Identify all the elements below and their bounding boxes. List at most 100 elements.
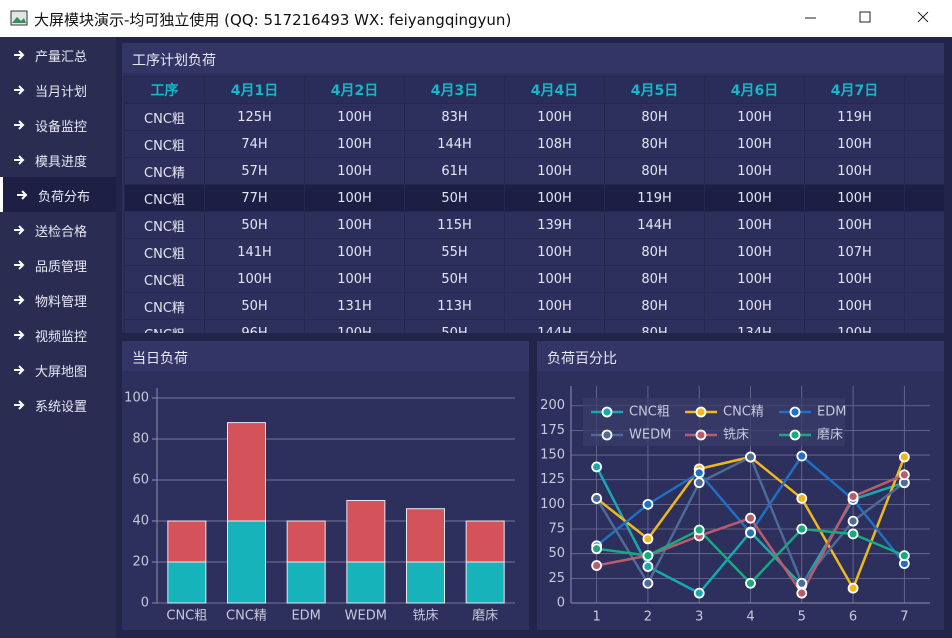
cell: CNC粗	[124, 211, 205, 239]
cell: 115H	[404, 211, 505, 239]
y-tick-label: 25	[548, 571, 565, 586]
y-tick-label: 40	[132, 514, 149, 529]
cell: 100H	[704, 238, 805, 266]
cell: 100H	[504, 157, 605, 185]
point	[642, 498, 654, 510]
arrow	[14, 120, 25, 130]
column-header: 4月7日	[804, 76, 905, 104]
cell: 100H	[304, 103, 405, 131]
menu-item[interactable]: 送检合格	[0, 212, 116, 247]
menu-item[interactable]: 品质管理	[0, 247, 116, 282]
cell: 100H	[304, 157, 405, 185]
panel-header: 工序计划负荷	[122, 43, 944, 73]
menu-label: 送检合格	[35, 225, 88, 240]
column-header: 4月4日	[504, 76, 605, 104]
cell: 100H	[704, 292, 805, 320]
point	[591, 543, 603, 555]
cell: 80H	[604, 130, 705, 158]
bar-segment	[286, 520, 326, 563]
chart: 0 20 40 60 80 100 CNC粗 CNC精 EDM WEDM 铣床 磨床	[124, 388, 515, 624]
column-header: 4月2日	[304, 76, 405, 104]
point	[796, 523, 808, 535]
point	[642, 533, 654, 545]
menu-label: 模具进度	[35, 155, 88, 170]
legend-box	[583, 398, 845, 446]
menu-item[interactable]: 产量汇总	[0, 37, 116, 72]
maximize[interactable]	[859, 11, 871, 23]
legend-marker	[601, 429, 613, 441]
point	[642, 577, 654, 589]
x-tick-label: 3	[695, 610, 703, 625]
chart-title: 当日负荷	[132, 351, 188, 367]
point	[847, 491, 859, 502]
cell: 100H	[704, 265, 805, 293]
cell: 139H	[504, 211, 605, 239]
point	[693, 467, 705, 479]
cell: 80H	[604, 238, 705, 266]
cell: 61H	[404, 157, 505, 185]
column-header: 4月1日	[204, 76, 305, 104]
bar-segment	[346, 500, 386, 563]
app-icon	[10, 10, 28, 26]
window-controls	[805, 11, 929, 23]
point	[745, 527, 756, 539]
cell: 100H	[504, 103, 605, 131]
legend-label: CNC精	[723, 405, 764, 420]
close[interactable]	[917, 11, 929, 23]
menu-item[interactable]: 视频监控	[0, 317, 116, 352]
cell: 100H	[504, 184, 605, 212]
cell: 50H	[204, 211, 305, 239]
menu-label: 设备监控	[35, 120, 88, 135]
filler-cell	[904, 292, 944, 320]
arrow	[14, 260, 25, 270]
cell: 100H	[704, 157, 805, 185]
y-tick-label: 100	[124, 391, 149, 406]
menu-label: 视频监控	[35, 330, 88, 345]
bar-segment	[167, 520, 207, 563]
table-row: CNC粗 125H 100H 83H 100H 80H 100H 119H	[124, 103, 944, 131]
cell: 50H	[204, 292, 305, 320]
cell: 125H	[204, 103, 305, 131]
cell: 100H	[704, 184, 805, 212]
table-row: CNC粗 141H 100H 55H 100H 80H 100H 107H	[124, 238, 944, 266]
cell: 119H	[604, 184, 705, 212]
cell: 100H	[804, 265, 905, 293]
arrow-icon	[14, 50, 25, 60]
cell: 108H	[504, 130, 605, 158]
menu-item[interactable]: 系统设置	[0, 387, 116, 422]
table-row: CNC粗 100H 100H 50H 100H 80H 100H 100H	[124, 265, 944, 293]
menu-item[interactable]: 当月计划	[0, 72, 116, 107]
arrow-icon	[17, 190, 28, 200]
cell: 100H	[504, 238, 605, 266]
legend-label: 铣床	[723, 428, 749, 443]
cell: 80H	[604, 103, 705, 131]
filler-cell	[904, 157, 944, 185]
cell: 113H	[404, 292, 505, 320]
point	[745, 451, 756, 463]
x-tick-label: 6	[849, 610, 857, 625]
point	[745, 512, 756, 524]
y-tick-label: 150	[540, 448, 565, 463]
menu-item[interactable]: 物料管理	[0, 282, 116, 317]
x-tick-label: 2	[644, 610, 652, 625]
menu-item[interactable]: 负荷分布	[0, 177, 116, 212]
menu-item[interactable]: 大屏地图	[0, 352, 116, 387]
cell: 100H	[304, 211, 405, 239]
cell: 80H	[604, 292, 705, 320]
y-tick-label: 175	[540, 423, 565, 438]
bar-segment	[227, 422, 266, 522]
menu-item[interactable]: 设备监控	[0, 107, 116, 142]
point	[693, 587, 705, 599]
x-tick-label: EDM	[291, 609, 320, 624]
cell: 100H	[704, 103, 805, 131]
menu-item[interactable]: 模具进度	[0, 142, 116, 177]
y-tick-label: 60	[132, 473, 149, 488]
cell: 144H	[604, 211, 705, 239]
bar-segment	[406, 508, 445, 563]
arrow	[14, 365, 25, 375]
menu-label: 当月计划	[35, 85, 88, 100]
filler-cell	[904, 130, 944, 158]
cell: 100H	[304, 130, 405, 158]
cell: 100H	[804, 157, 905, 185]
cell: 74H	[204, 130, 305, 158]
